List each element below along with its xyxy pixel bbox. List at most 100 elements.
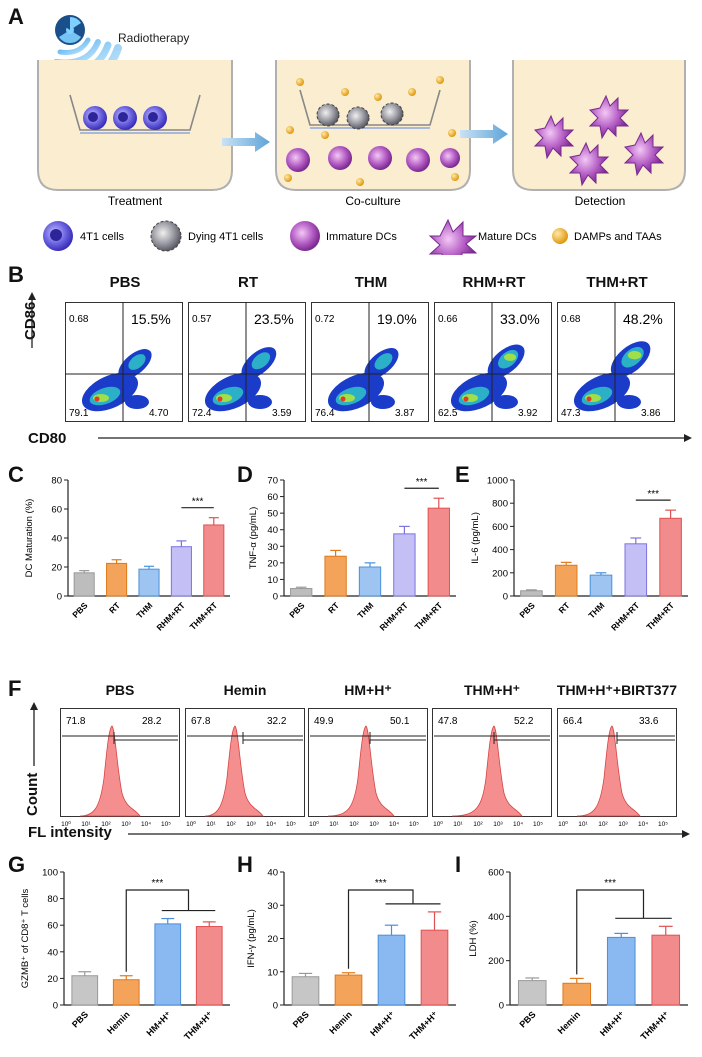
- histogram-curve: [204, 725, 264, 817]
- bar: [112, 979, 140, 1006]
- x-tick-label: THM: [586, 600, 606, 620]
- y-tick-label: 60: [51, 505, 62, 516]
- x-tick-label: RHM+RT: [155, 600, 188, 633]
- y-axis-label: LDH (%): [468, 920, 479, 956]
- plot-title: THM+RT: [586, 274, 648, 291]
- step-detection-label: Detection: [575, 194, 626, 208]
- y-tick-label: 400: [492, 545, 508, 556]
- panel-label-h: H: [237, 852, 253, 877]
- x-tick-label: 10⁵: [658, 821, 668, 828]
- density-outer: [125, 395, 149, 409]
- radiotherapy-label: Radiotherapy: [118, 31, 189, 45]
- x-tick-label: Hemin: [105, 1009, 132, 1036]
- plot-title: Hemin: [223, 682, 267, 698]
- bar: [138, 568, 160, 597]
- quadrant-q2: 48.2%: [623, 311, 663, 327]
- histogram-curve: [327, 725, 395, 817]
- y-tick-label: 800: [492, 499, 508, 510]
- arrow-icon: [460, 124, 508, 144]
- legend: 4T1 cells Dying 4T1 cells Immature DCs M…: [43, 218, 662, 255]
- significance-marker: ***: [152, 878, 164, 889]
- step-coculture-label: Co-culture: [345, 194, 401, 208]
- dying-cell-group: [316, 102, 404, 130]
- quadrant-q3: 72.4: [192, 408, 212, 419]
- y-tick-label: 40: [47, 947, 58, 958]
- y-axis-label: TNF-α (pg/mL): [248, 507, 259, 570]
- gate-right-value: 52.2: [514, 716, 534, 727]
- x-tick-label: PBS: [518, 1009, 538, 1029]
- y-tick-label: 80: [51, 476, 62, 487]
- gate-left-value: 47.8: [438, 716, 458, 727]
- bar: [71, 975, 99, 1006]
- gate-right-value: 33.6: [639, 716, 659, 727]
- x-tick-label: 10⁰: [61, 820, 71, 828]
- density-cloud: [327, 348, 399, 412]
- bar: [589, 574, 613, 597]
- y-tick-label: 60: [47, 921, 58, 932]
- legend-immature: Immature DCs: [326, 231, 397, 243]
- x-tick-label: RT: [326, 600, 342, 616]
- x-tick-label: 10²: [101, 821, 111, 828]
- density-plot: 0.72 19.0% 76.4 3.87: [311, 302, 429, 422]
- y-axis-label: DC Maturation (%): [24, 499, 35, 578]
- y-tick-label: 600: [492, 522, 508, 533]
- quadrant-q2: 23.5%: [254, 311, 294, 327]
- gate-left-value: 49.9: [314, 716, 334, 727]
- bar: [203, 524, 225, 597]
- y-tick-label: 30: [267, 901, 278, 912]
- x-tick-label: 10⁰: [433, 820, 443, 828]
- density-core: [504, 353, 517, 361]
- x-tick-label: 10⁵: [533, 821, 543, 828]
- bar: [562, 982, 592, 1006]
- x-tick-label: 10⁴: [141, 821, 151, 828]
- bar: [324, 555, 347, 597]
- bar: [554, 564, 578, 597]
- density-peak: [463, 396, 469, 402]
- density-mid: [128, 354, 146, 370]
- bar: [520, 590, 543, 597]
- x-tick-label: 10⁰: [186, 820, 196, 828]
- y-tick-label: 60: [267, 492, 278, 503]
- x-tick-label: 10¹: [453, 821, 463, 828]
- x-tick-label: THM: [134, 600, 154, 620]
- bar: [291, 976, 320, 1006]
- immature-dc-icon: [290, 221, 320, 251]
- histogram-plot: 47.8 52.2 10⁰ 10¹ 10² 10³ 10⁴ 10⁵: [432, 708, 552, 828]
- significance-bracket: [347, 889, 414, 969]
- x-tick-label: 10⁴: [389, 821, 399, 828]
- x-tick-label: 10³: [493, 821, 503, 828]
- x-tick-label: 10⁴: [513, 821, 523, 828]
- significance-marker: ***: [416, 477, 428, 488]
- immature-dc-group: [286, 146, 460, 172]
- y-tick-label: 0: [273, 1001, 278, 1012]
- panel-label-d: D: [237, 462, 253, 487]
- y-tick-label: 50: [267, 509, 278, 520]
- x-tick-label: 10²: [349, 821, 359, 828]
- y-tick-label: 0: [503, 592, 508, 603]
- x-tick-label: PBS: [291, 1009, 311, 1029]
- count-axis-label: Count: [24, 772, 41, 816]
- x-tick-label: 10⁴: [266, 821, 276, 828]
- x-tick-label: RHM+RT: [609, 600, 642, 633]
- panel-label-a: A: [8, 4, 24, 29]
- x-tick-label: 10¹: [206, 821, 216, 828]
- y-tick-label: 1000: [487, 476, 508, 487]
- significance-marker: ***: [604, 878, 616, 889]
- x-tick-label: THM+H⁺: [639, 1009, 672, 1042]
- significance-bracket: [125, 889, 190, 972]
- arrow-icon: [222, 132, 270, 152]
- dish-coculture: [275, 60, 471, 191]
- x-tick-label: 10²: [598, 821, 608, 828]
- y-tick-label: 80: [47, 894, 58, 905]
- x-tick-label: THM+H⁺: [182, 1009, 215, 1042]
- y-axis-label: GZMB⁺ of CD8⁺ T cells: [20, 889, 31, 989]
- bar: [195, 926, 223, 1006]
- panel-label-i: I: [455, 852, 462, 877]
- radiation-icon: [55, 15, 85, 45]
- y-tick-label: 200: [492, 568, 508, 579]
- quadrant-q2: 33.0%: [500, 311, 540, 327]
- y-tick-label: 20: [47, 974, 58, 985]
- damp-dots: [284, 76, 459, 186]
- gate-left-value: 66.4: [563, 716, 583, 727]
- x-tick-label: 10¹: [81, 821, 91, 828]
